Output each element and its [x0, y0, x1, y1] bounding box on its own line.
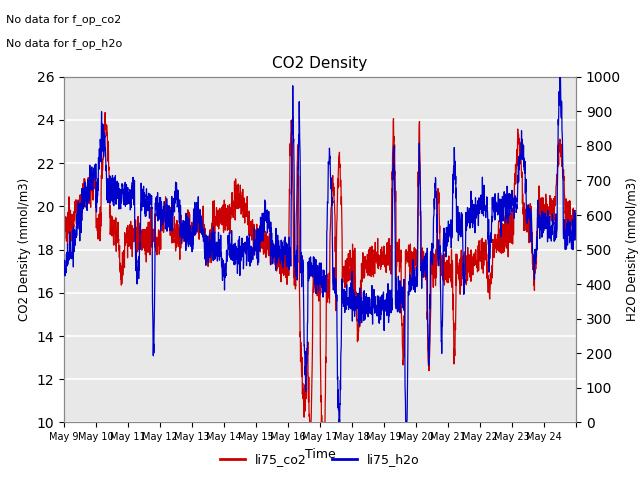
Legend: li75_co2, li75_h2o: li75_co2, li75_h2o [215, 448, 425, 471]
Y-axis label: H2O Density (mmol/m3): H2O Density (mmol/m3) [627, 178, 639, 322]
Text: No data for f_op_h2o: No data for f_op_h2o [6, 38, 123, 49]
Y-axis label: CO2 Density (mmol/m3): CO2 Density (mmol/m3) [18, 178, 31, 321]
Title: CO2 Density: CO2 Density [273, 57, 367, 72]
Text: No data for f_op_co2: No data for f_op_co2 [6, 14, 122, 25]
X-axis label: Time: Time [305, 448, 335, 461]
